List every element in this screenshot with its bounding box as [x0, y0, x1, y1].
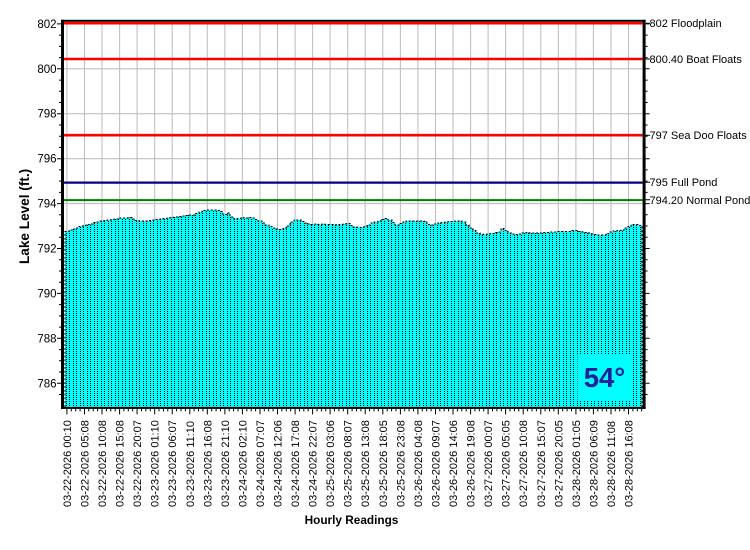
- svg-text:03-27-2026 20:05: 03-27-2026 20:05: [553, 420, 565, 507]
- svg-text:03-27-2026 10:08: 03-27-2026 10:08: [518, 420, 530, 507]
- svg-text:03-22-2026 20:07: 03-22-2026 20:07: [132, 420, 144, 507]
- svg-text:03-28-2026 06:09: 03-28-2026 06:09: [588, 420, 600, 507]
- svg-text:03-22-2026 15:08: 03-22-2026 15:08: [115, 420, 127, 507]
- svg-text:03-23-2026 01:10: 03-23-2026 01:10: [150, 420, 162, 507]
- svg-text:03-28-2026 11:08: 03-28-2026 11:08: [606, 421, 618, 507]
- svg-text:794.20 Normal Pond: 794.20 Normal Pond: [650, 195, 750, 207]
- svg-text:03-24-2026 07:07: 03-24-2026 07:07: [255, 420, 267, 507]
- svg-text:03-24-2026 12:06: 03-24-2026 12:06: [273, 420, 285, 507]
- svg-text:03-24-2026 17:08: 03-24-2026 17:08: [290, 420, 302, 507]
- svg-text:03-26-2026 19:08: 03-26-2026 19:08: [466, 420, 478, 507]
- svg-text:797 Sea Doo Floats: 797 Sea Doo Floats: [650, 130, 748, 142]
- svg-text:03-23-2026 21:10: 03-23-2026 21:10: [220, 420, 232, 507]
- svg-text:03-24-2026 22:07: 03-24-2026 22:07: [308, 420, 320, 507]
- svg-text:798: 798: [37, 109, 56, 121]
- svg-text:792: 792: [37, 244, 56, 256]
- svg-text:03-25-2026 18:05: 03-25-2026 18:05: [378, 420, 390, 507]
- svg-text:03-22-2026 10:08: 03-22-2026 10:08: [97, 420, 109, 507]
- svg-text:03-24-2026 02:10: 03-24-2026 02:10: [237, 420, 249, 507]
- svg-text:03-27-2026 15:07: 03-27-2026 15:07: [536, 420, 548, 507]
- svg-text:03-26-2026 09:07: 03-26-2026 09:07: [431, 420, 443, 507]
- svg-text:03-26-2026 04:08: 03-26-2026 04:08: [413, 420, 425, 507]
- svg-text:03-22-2026 05:08: 03-22-2026 05:08: [80, 420, 92, 507]
- svg-text:796: 796: [37, 154, 56, 166]
- svg-text:Lake Level (ft.): Lake Level (ft.): [17, 169, 32, 264]
- svg-text:802 Floodplain: 802 Floodplain: [650, 18, 722, 30]
- svg-text:03-23-2026 06:07: 03-23-2026 06:07: [167, 420, 179, 507]
- svg-text:800: 800: [37, 64, 56, 76]
- svg-text:03-26-2026 14:06: 03-26-2026 14:06: [448, 420, 460, 507]
- svg-text:03-27-2026 00:07: 03-27-2026 00:07: [483, 420, 495, 507]
- svg-text:03-22-2026 00:10: 03-22-2026 00:10: [62, 420, 74, 507]
- svg-text:788: 788: [37, 333, 56, 345]
- svg-text:794: 794: [37, 199, 57, 211]
- svg-text:790: 790: [37, 288, 56, 300]
- svg-text:03-25-2026 03:06: 03-25-2026 03:06: [325, 420, 337, 507]
- svg-text:03-28-2026 16:08: 03-28-2026 16:08: [624, 420, 636, 507]
- svg-text:03-28-2026 01:05: 03-28-2026 01:05: [571, 420, 583, 507]
- svg-text:03-27-2026 05:05: 03-27-2026 05:05: [501, 420, 513, 507]
- svg-text:800.40 Boat Floats: 800.40 Boat Floats: [650, 54, 743, 66]
- svg-text:54°: 54°: [584, 362, 626, 393]
- svg-text:03-23-2026 11:10: 03-23-2026 11:10: [185, 421, 197, 507]
- svg-text:03-25-2026 13:08: 03-25-2026 13:08: [360, 420, 372, 507]
- svg-text:802: 802: [37, 19, 56, 31]
- svg-text:786: 786: [37, 378, 56, 390]
- svg-text:03-25-2026 23:08: 03-25-2026 23:08: [395, 420, 407, 507]
- svg-text:795 Full Pond: 795 Full Pond: [650, 177, 718, 189]
- svg-text:03-25-2026 08:07: 03-25-2026 08:07: [343, 420, 355, 507]
- svg-text:03-23-2026 16:08: 03-23-2026 16:08: [202, 420, 214, 507]
- svg-text:Hourly Readings: Hourly Readings: [305, 513, 399, 527]
